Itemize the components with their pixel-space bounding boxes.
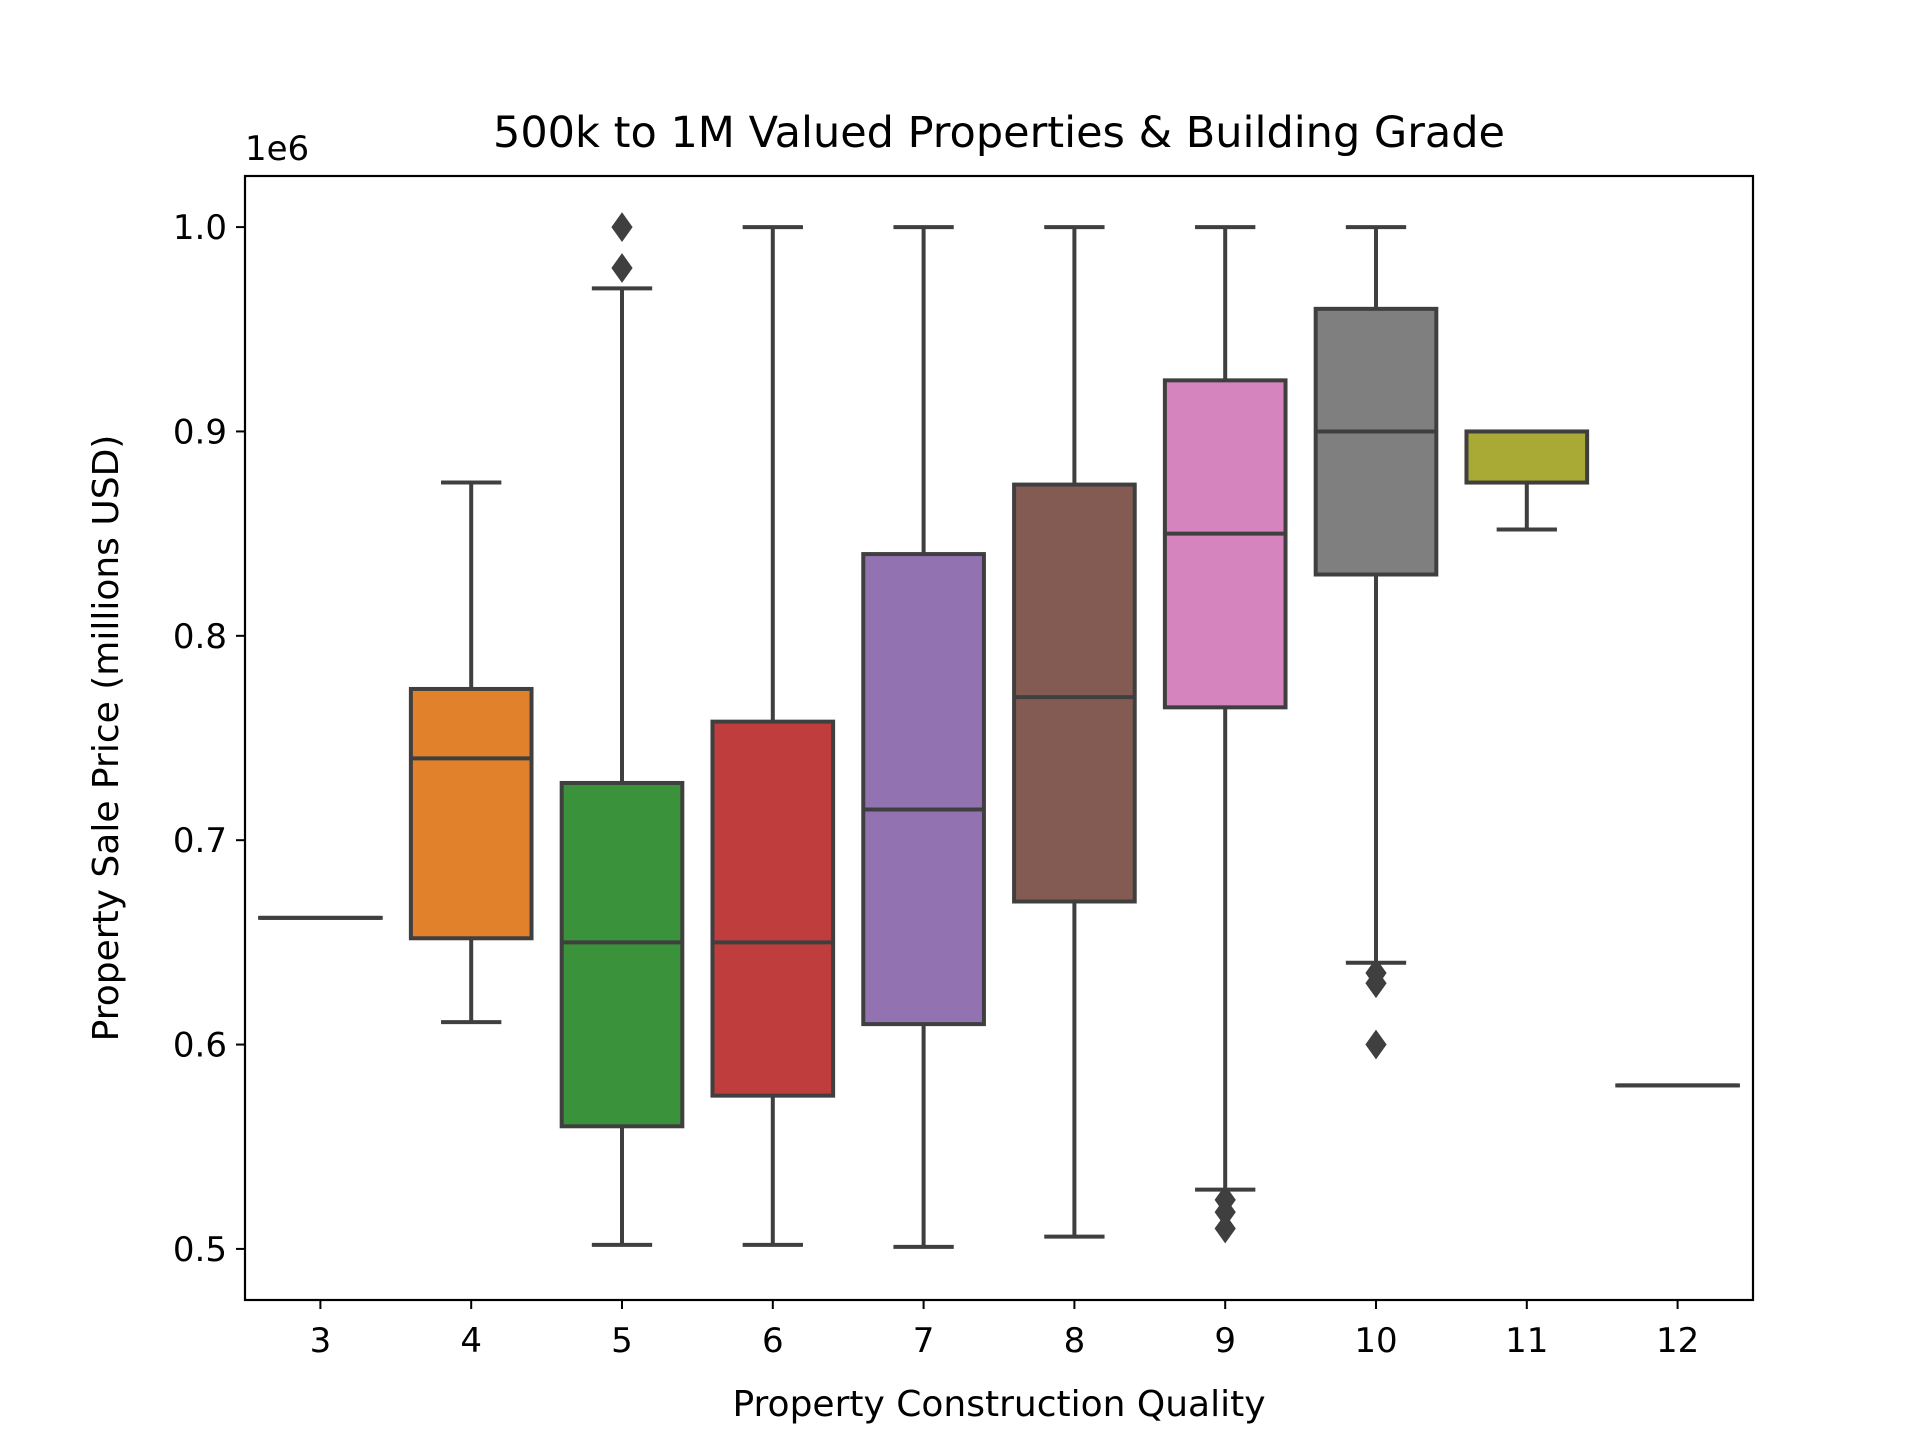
outlier-point: [612, 254, 632, 282]
x-tick-label: 10: [1354, 1321, 1397, 1361]
x-tick-label: 6: [762, 1321, 784, 1361]
y-tick-label: 1.0: [173, 208, 227, 248]
iqr-box: [411, 689, 532, 938]
box-group-grade-8: [1014, 227, 1135, 1237]
y-tick-label: 0.5: [173, 1230, 227, 1270]
y-axis: 0.5 0.6 0.7 0.8 0.9 1.0: [173, 208, 245, 1270]
boxes-layer: [260, 213, 1738, 1247]
iqr-box: [562, 783, 683, 1126]
iqr-box: [1014, 485, 1135, 902]
box-group-grade-10: [1316, 227, 1437, 1058]
chart-title: 500k to 1M Valued Properties & Building …: [493, 108, 1505, 158]
y-tick-label: 0.8: [173, 617, 227, 657]
x-tick-label: 5: [611, 1321, 633, 1361]
box-group-grade-7: [863, 227, 984, 1247]
iqr-box: [1316, 309, 1437, 575]
iqr-box: [712, 722, 833, 1096]
x-tick-label: 11: [1505, 1321, 1548, 1361]
box-group-grade-5: [562, 213, 683, 1245]
x-tick-label: 12: [1656, 1321, 1699, 1361]
iqr-box: [863, 554, 984, 1024]
x-tick-label: 4: [460, 1321, 482, 1361]
y-offset-label: 1e6: [245, 129, 309, 169]
outlier-point: [612, 213, 632, 241]
iqr-box: [1165, 380, 1286, 707]
y-axis-title: Property Sale Price (millions USD): [86, 435, 127, 1042]
box-group-grade-6: [712, 227, 833, 1245]
y-tick-label: 0.9: [173, 412, 227, 452]
x-tick-label: 3: [310, 1321, 332, 1361]
x-axis: 3 4 5 6 7 8 9 10 11 12: [310, 1300, 1700, 1361]
outlier-point: [1366, 1031, 1386, 1059]
box-group-grade-4: [411, 483, 532, 1023]
iqr-box: [1466, 431, 1587, 482]
y-tick-label: 0.7: [173, 821, 227, 861]
x-tick-label: 9: [1214, 1321, 1236, 1361]
box-group-grade-9: [1165, 227, 1286, 1242]
x-tick-label: 7: [913, 1321, 935, 1361]
x-tick-label: 8: [1064, 1321, 1086, 1361]
box-group-grade-11: [1466, 431, 1587, 529]
x-axis-title: Property Construction Quality: [732, 1384, 1265, 1425]
y-tick-label: 0.6: [173, 1026, 227, 1066]
